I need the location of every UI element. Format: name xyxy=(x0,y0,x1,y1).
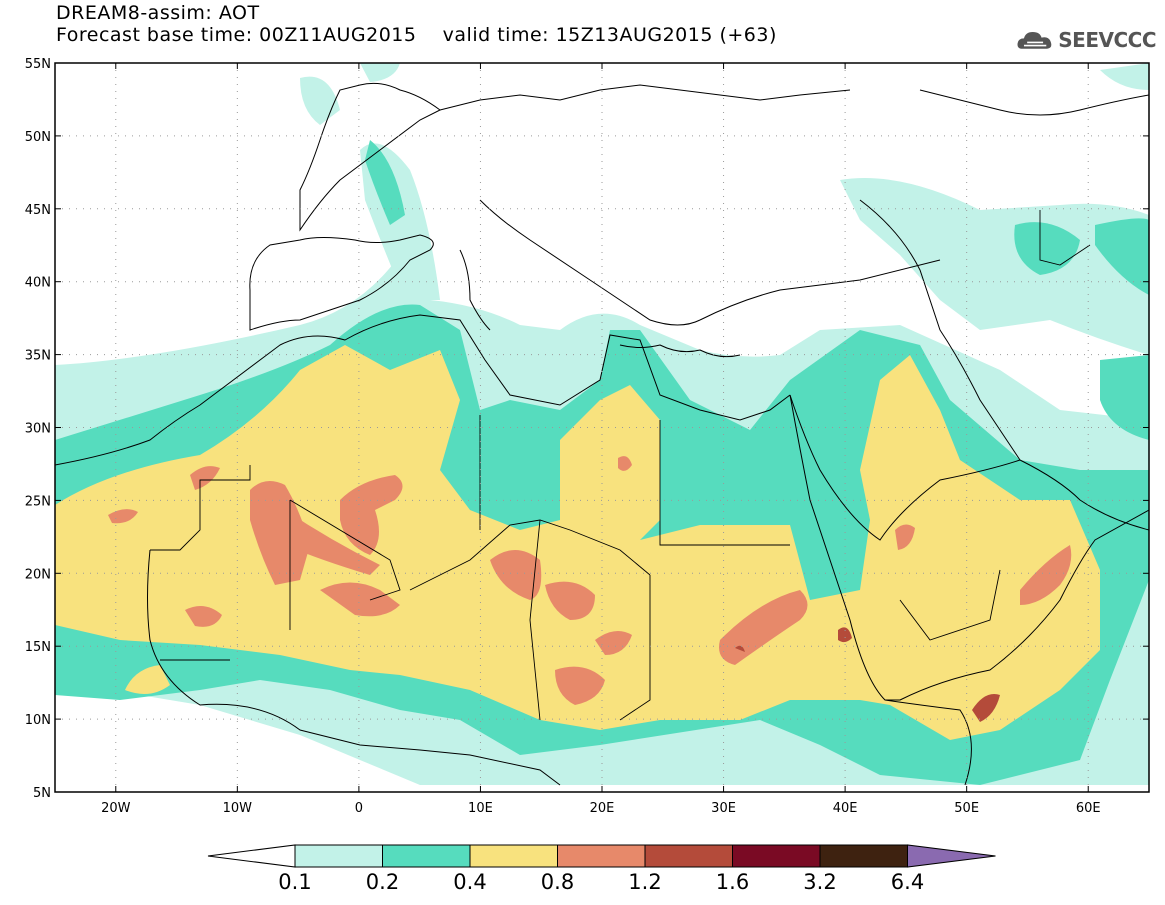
title-line: DREAM8-assim: AOT xyxy=(56,2,260,24)
lat-tick-label: 5N xyxy=(33,786,51,801)
lat-tick-label: 55N xyxy=(25,57,51,72)
forecast-base-time: Forecast base time: 00Z11AUG2015 xyxy=(56,24,417,46)
lon-tick-label: 40E xyxy=(833,801,858,816)
colorbar-label: 6.4 xyxy=(891,870,924,894)
lon-tick-label: 10E xyxy=(468,801,493,816)
colorbar-swatch xyxy=(382,844,471,868)
colorbar-right-arrow xyxy=(907,844,996,868)
lat-tick-label: 35N xyxy=(25,349,51,364)
seevccc-logo: SEEVCCC xyxy=(1016,20,1156,60)
lat-tick-label: 15N xyxy=(25,640,51,655)
latitude-axis: 55N 50N 45N 40N 35N 30N 25N 20N 15N 10N 5N xyxy=(25,57,1149,801)
colorbar-swatch xyxy=(732,844,821,868)
lat-tick-label: 30N xyxy=(25,422,51,437)
longitude-axis: 20W 10W 0 10E 20E 30E 40E 50E 60E xyxy=(101,63,1101,816)
lon-tick-label: 30E xyxy=(711,801,736,816)
colorbar-label: 0.4 xyxy=(453,870,486,894)
lon-tick-label: 20E xyxy=(590,801,615,816)
aot-level-0-4 xyxy=(55,345,1100,740)
lat-tick-label: 25N xyxy=(25,494,51,509)
coastlines xyxy=(55,82,1149,786)
colorbar-swatch xyxy=(469,844,558,868)
lat-tick-label: 20N xyxy=(25,567,51,582)
lat-tick-label: 40N xyxy=(25,276,51,291)
colorbar-label: 0.8 xyxy=(541,870,574,894)
lon-tick-label: 0 xyxy=(355,801,363,816)
lon-tick-label: 20W xyxy=(101,801,131,816)
colorbar-swatch xyxy=(644,844,733,868)
lat-tick-label: 50N xyxy=(25,130,51,145)
colorbar-label: 0.1 xyxy=(278,870,311,894)
lon-tick-label: 50E xyxy=(954,801,979,816)
grid-lines xyxy=(55,63,1149,792)
colorbar-swatch xyxy=(557,844,646,868)
lat-tick-label: 45N xyxy=(25,203,51,218)
colorbar-label: 1.2 xyxy=(628,870,661,894)
colorbar-label: 0.2 xyxy=(366,870,399,894)
colorbar: 0.1 0.2 0.4 0.8 1.2 1.6 3.2 6.4 xyxy=(207,844,996,894)
lon-tick-label: 60E xyxy=(1076,801,1101,816)
lon-tick-label: 10W xyxy=(223,801,253,816)
valid-time: valid time: 15Z13AUG2015 (+63) xyxy=(442,24,777,46)
logo-text: SEEVCCC xyxy=(1058,28,1156,52)
cloud-icon xyxy=(1017,32,1052,49)
colorbar-label: 1.6 xyxy=(716,870,749,894)
lat-tick-label: 10N xyxy=(25,713,51,728)
colorbar-swatch xyxy=(819,844,908,868)
colorbar-left-arrow xyxy=(207,844,296,868)
colorbar-label: 3.2 xyxy=(803,870,836,894)
title-block: DREAM8-assim: AOT Forecast base time: 00… xyxy=(56,2,777,46)
colorbar-swatch xyxy=(294,844,383,868)
aot-level-1-2 xyxy=(735,627,1000,722)
